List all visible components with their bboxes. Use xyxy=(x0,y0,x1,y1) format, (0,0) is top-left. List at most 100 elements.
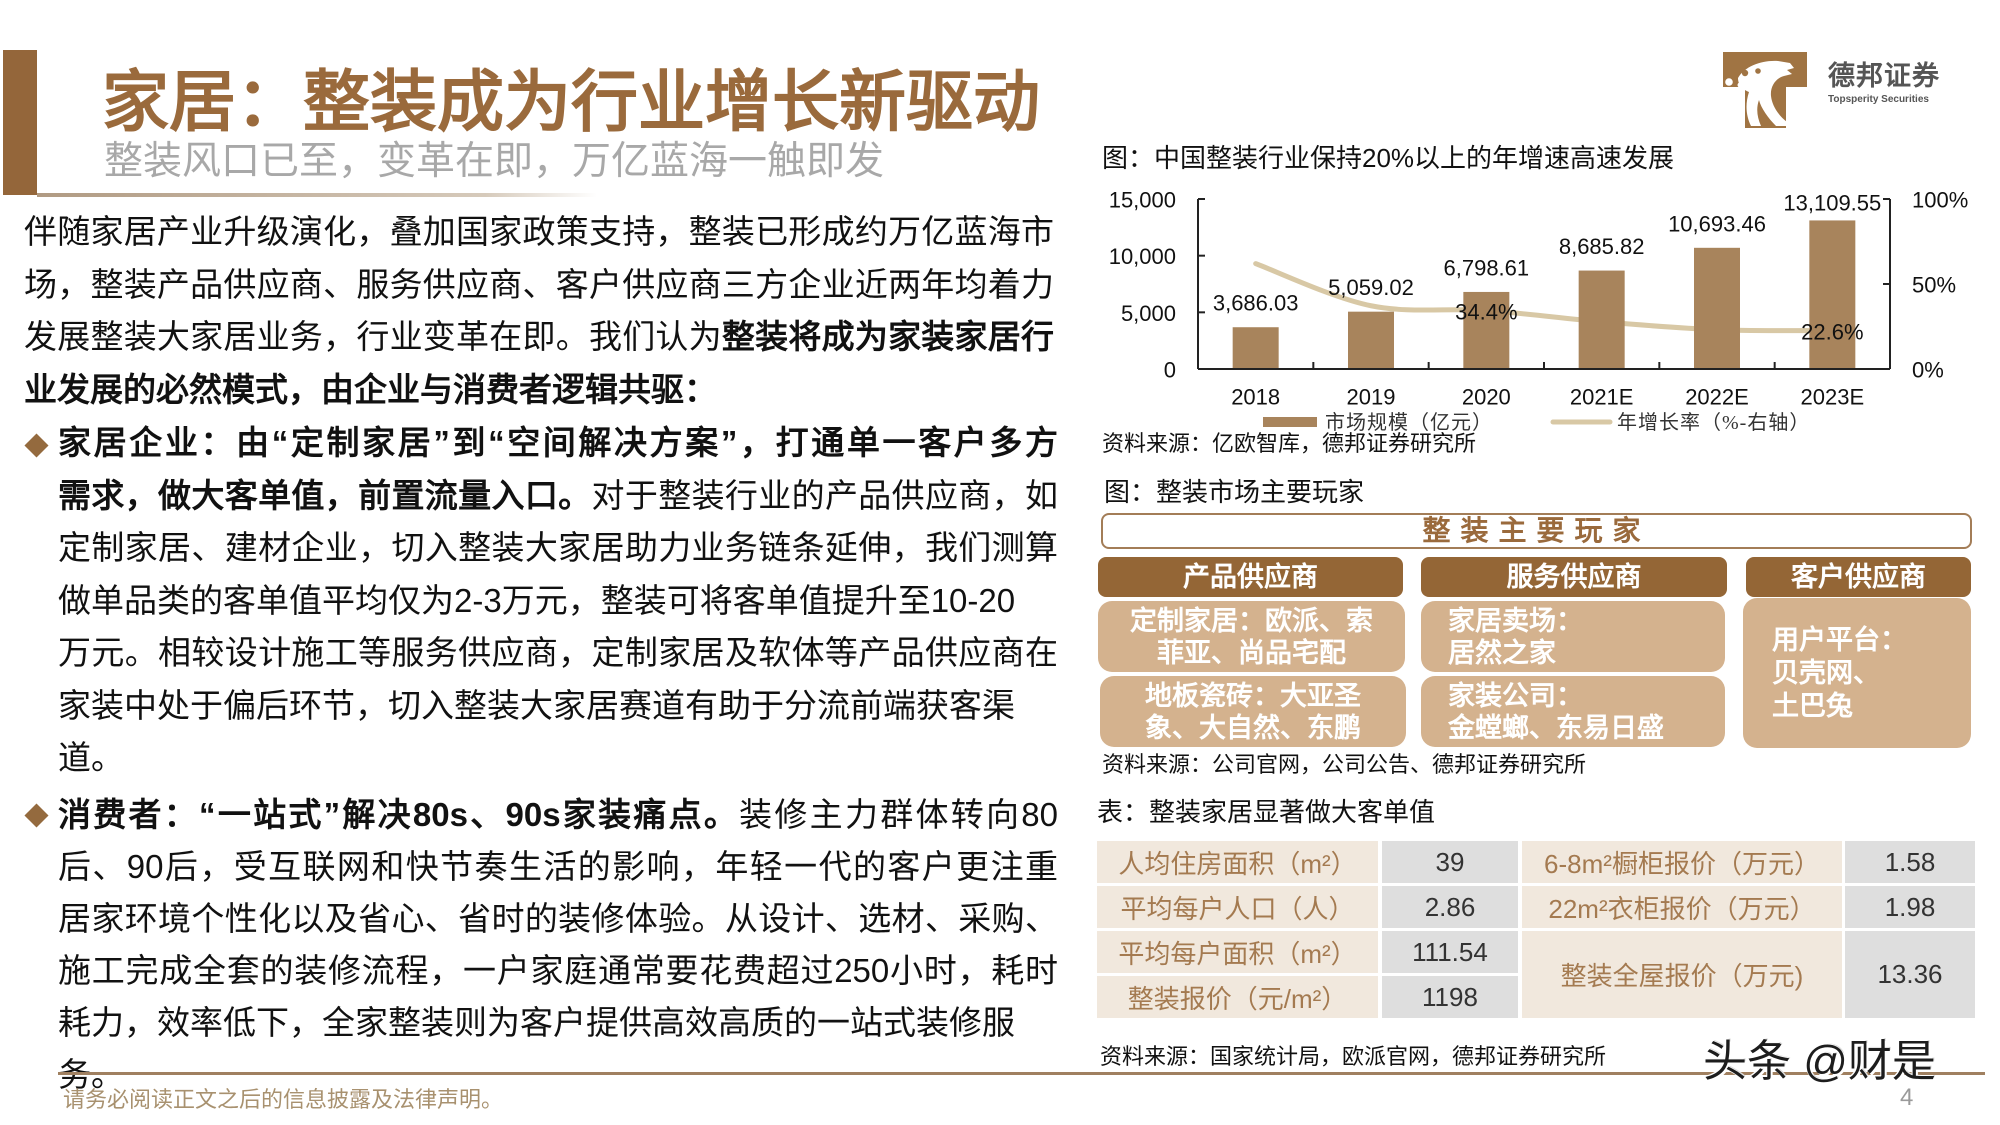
text-line: 耗力，效率低下，全家整装则为客户提供高效高质的一站式装修服 xyxy=(58,997,1058,1049)
chart-source: 资料来源：亿欧智库，德邦证券研究所 xyxy=(1102,431,1477,456)
table-label-cell: 人均住房面积（m²） xyxy=(1097,841,1378,883)
text-segment: 发展整装大家居业务，行业变革在即。我们认为 xyxy=(24,318,722,355)
text-segment-bold: 需求，做大客单值，前置流量入口。 xyxy=(58,476,592,514)
cell-line: 地板瓷砖：大亚圣 xyxy=(1145,680,1361,711)
column-header-customer-supplier: 客户供应商 xyxy=(1746,557,1971,597)
text-line: 道。 xyxy=(58,732,1058,785)
text-segment: 家装中处于偏后环节，切入整装大家居赛道有助于分流前端获客渠 xyxy=(58,686,1015,724)
y-tick-label: 10,000 xyxy=(1109,244,1176,269)
table-value-cell: 111.54 xyxy=(1382,931,1518,973)
player-cell-decoration-companies: 家装公司： 金螳螂、东易日盛 xyxy=(1421,676,1725,747)
text-segment-bold: 整装将成为家装家居行 xyxy=(721,318,1055,355)
x-tick-label: 2021E xyxy=(1570,385,1634,410)
table-value-cell: 1.98 xyxy=(1845,886,1975,928)
text-line: 伴随家居产业升级演化，叠加国家政策支持，整装已形成约万亿蓝海市 xyxy=(24,206,1054,259)
column-header-product-supplier: 产品供应商 xyxy=(1098,557,1403,597)
y-tick-label: 5,000 xyxy=(1121,301,1176,326)
y2-tick-label: 50% xyxy=(1912,273,1956,298)
diamond-bullet-icon xyxy=(23,432,49,458)
text-segment-bold: 家居企业：由“定制家居”到“空间解决方案”，打通单一客户多方 xyxy=(58,424,1058,461)
text-line: 发展整装大家居业务，行业变革在即。我们认为整装将成为家装家居行 xyxy=(24,311,1054,364)
diamond-bullet-icon xyxy=(23,802,49,828)
text-line: 家装中处于偏后环节，切入整装大家居赛道有助于分流前端获客渠 xyxy=(58,680,1058,733)
bar-2018 xyxy=(1232,327,1279,369)
cell-line: 贝壳网、 xyxy=(1772,657,1880,688)
bar-2019 xyxy=(1348,311,1394,369)
bar-value-label: 8,685.82 xyxy=(1559,234,1645,259)
bar-2021E xyxy=(1578,270,1625,369)
legend-line-label: 年增长率（%-右轴） xyxy=(1617,411,1810,434)
table-label-cell: 平均每户人口（人） xyxy=(1097,886,1378,928)
growth-value-label: 34.4% xyxy=(1455,300,1517,325)
table-source: 资料来源：国家统计局，欧派官网，德邦证券研究所 xyxy=(1100,1044,1607,1069)
x-tick-label: 2022E xyxy=(1685,385,1749,410)
cell-line: 定制家居：欧派、索 xyxy=(1130,605,1373,636)
text-line: 场，整装产品供应商、服务供应商、客户供应商三方企业近两年均着力 xyxy=(24,259,1054,312)
text-line: 万元。相较设计施工等服务供应商，定制家居及软体等产品供应商在 xyxy=(58,627,1058,680)
cell-line: 象、大自然、东鹏 xyxy=(1145,712,1361,743)
text-line: 定制家居、建材企业，切入整装大家居助力业务链条延伸，我们测算 xyxy=(58,522,1058,575)
page-number: 4 xyxy=(1900,1084,1914,1111)
title-accent-bar xyxy=(3,50,37,195)
text-segment: 场，整装产品供应商、服务供应商、客户供应商三方企业近两年均着力 xyxy=(24,265,1054,303)
page-subtitle: 整装风口已至，变革在即，万亿蓝海一触即发 xyxy=(104,140,885,183)
x-tick-label: 2020 xyxy=(1462,385,1511,410)
player-cell-home-malls: 家居卖场： 居然之家 xyxy=(1421,601,1725,672)
bullet-consumer: 消费者：“一站式”解决80s、90s家装痛点。装修主力群体转向80 后、90后，… xyxy=(58,789,1058,1101)
cell-line: 家装公司： xyxy=(1448,680,1583,711)
y2-tick-label: 100% xyxy=(1912,188,1968,213)
table-value-cell: 2.86 xyxy=(1382,886,1518,928)
table-merged-label-cell: 整装全屋报价（万元) xyxy=(1522,931,1842,1018)
table-value-cell: 1.58 xyxy=(1845,841,1975,883)
legend-bar-label: 市场规模（亿元） xyxy=(1325,411,1493,434)
text-line: 需求，做大客单值，前置流量入口。对于整装行业的产品供应商，如 xyxy=(58,470,1058,523)
text-segment: 施工完成全套的装修流程，一户家庭通常要花费超过250小时，耗时 xyxy=(58,952,1058,989)
cell-line: 菲亚、尚品宅配 xyxy=(1157,637,1346,668)
column-header-service-supplier: 服务供应商 xyxy=(1421,557,1727,597)
text-segment-bold: 业发展的必然模式，由企业与消费者逻辑共驱： xyxy=(24,370,717,408)
footer-divider xyxy=(58,1072,1985,1075)
x-tick-label: 2018 xyxy=(1231,385,1280,410)
text-segment-bold: 消费者：“一站式”解决80s、90s家装痛点。 xyxy=(58,796,740,833)
cell-line: 土巴兔 xyxy=(1772,690,1853,721)
players-source: 资料来源：公司官网，公司公告、德邦证券研究所 xyxy=(1102,752,1587,777)
bar-value-label: 3,686.03 xyxy=(1213,291,1299,316)
text-line: 业发展的必然模式，由企业与消费者逻辑共驱： xyxy=(24,364,1054,417)
y2-tick-label: 0% xyxy=(1912,358,1944,383)
text-segment: 耗力，效率低下，全家整装则为客户提供高效高质的一站式装修服 xyxy=(58,1004,1015,1041)
player-cell-flooring-tiles: 地板瓷砖：大亚圣 象、大自然、东鹏 xyxy=(1100,676,1406,747)
legend-bar-swatch xyxy=(1263,417,1317,427)
text-segment: 对于整装行业的产品供应商，如 xyxy=(591,476,1059,514)
bar-2023E xyxy=(1809,220,1856,369)
cell-line: 金螳螂、东易日盛 xyxy=(1448,712,1664,743)
leopard-logo-icon xyxy=(1723,52,1807,128)
footer-disclaimer: 请务必阅读正文之后的信息披露及法律声明。 xyxy=(63,1087,504,1112)
page-title: 家居：整装成为行业增长新驱动 xyxy=(102,65,1040,140)
bar-2020 xyxy=(1463,291,1510,369)
market-size-growth-chart: 0 5,000 10,000 15,000 0% 50% 100% 2018 2019 2020 2… xyxy=(1109,188,1969,435)
watermark: 头条 @财是 xyxy=(1703,1037,1936,1086)
cell-line: 居然之家 xyxy=(1448,637,1556,668)
player-cell-custom-furniture: 定制家居：欧派、索 菲亚、尚品宅配 xyxy=(1098,601,1405,672)
text-line: 家居企业：由“定制家居”到“空间解决方案”，打通单一客户多方 xyxy=(58,417,1058,470)
text-line: 做单品类的客单值平均仅为2-3万元，整装可将客单值提升至10-20 xyxy=(58,575,1058,628)
bar-value-label: 10,693.46 xyxy=(1668,211,1766,236)
text-segment: 定制家居、建材企业，切入整装大家居助力业务链条延伸，我们测算 xyxy=(58,529,1058,566)
table-label-cell: 22m²衣柜报价（万元） xyxy=(1522,886,1842,928)
table-value-cell: 1198 xyxy=(1382,976,1518,1018)
table-label-cell: 平均每户面积（m²） xyxy=(1097,931,1378,973)
table-label-cell: 整装报价（元/m²） xyxy=(1097,976,1378,1018)
bar-value-label: 5,059.02 xyxy=(1328,275,1414,300)
text-segment: 装修主力群体转向80 xyxy=(739,796,1058,833)
text-line: 施工完成全套的装修流程，一户家庭通常要花费超过250小时，耗时 xyxy=(58,945,1058,997)
title-underline xyxy=(37,193,597,197)
x-tick-label: 2019 xyxy=(1347,385,1396,410)
intro-paragraph: 伴随家居产业升级演化，叠加国家政策支持，整装已形成约万亿蓝海市 场，整装产品供应… xyxy=(24,206,1054,416)
text-line: 居家环境个性化以及省心、省时的装修体验。从设计、选材、采购、 xyxy=(58,893,1058,945)
y-tick-label: 15,000 xyxy=(1109,188,1176,213)
bar-value-label: 6,798.61 xyxy=(1444,255,1530,280)
y-tick-label: 0 xyxy=(1164,358,1176,383)
text-segment: 道。 xyxy=(58,739,124,776)
table-value-cell: 39 xyxy=(1382,841,1518,883)
player-cell-user-platforms: 用户平台： 贝壳网、 土巴兔 xyxy=(1743,598,1971,748)
